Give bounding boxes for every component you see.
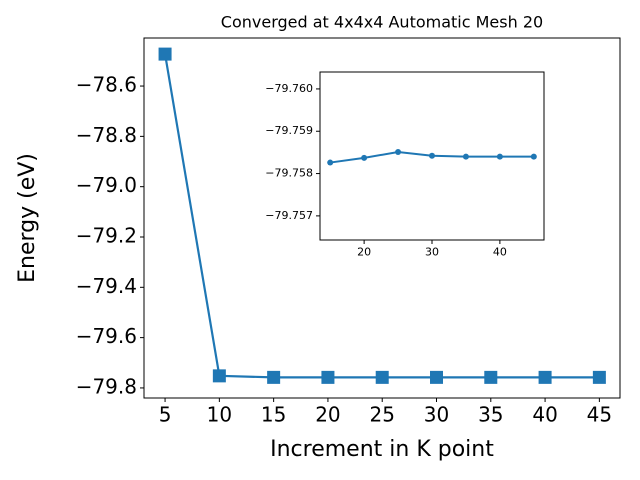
x-tick-label: 30 bbox=[424, 403, 449, 427]
marker bbox=[592, 370, 606, 384]
y-tick-label: −79.757 bbox=[265, 209, 313, 222]
y-axis-label: Energy (eV) bbox=[15, 153, 40, 283]
marker bbox=[496, 153, 503, 160]
marker bbox=[538, 370, 552, 384]
marker bbox=[267, 370, 281, 384]
marker bbox=[361, 154, 368, 161]
y-tick-label: −79.760 bbox=[265, 82, 313, 95]
y-tick-label: −79.758 bbox=[265, 167, 313, 180]
marker bbox=[158, 47, 172, 61]
y-tick-label: −79.2 bbox=[76, 223, 137, 247]
y-tick-label: −78.8 bbox=[76, 123, 137, 147]
marker bbox=[375, 370, 389, 384]
marker bbox=[321, 370, 335, 384]
marker bbox=[462, 153, 469, 160]
y-tick-label: −79.759 bbox=[265, 124, 313, 137]
y-tick-label: −78.6 bbox=[76, 73, 137, 97]
x-tick-label: 35 bbox=[478, 403, 503, 427]
x-tick-label: 45 bbox=[587, 403, 612, 427]
marker bbox=[327, 159, 334, 166]
x-tick-label: 20 bbox=[357, 246, 371, 259]
x-tick-label: 40 bbox=[493, 246, 507, 259]
x-axis-label: Increment in K point bbox=[270, 437, 494, 462]
x-tick-label: 25 bbox=[369, 403, 394, 427]
marker bbox=[395, 148, 402, 155]
y-tick-label: −79.4 bbox=[76, 274, 137, 298]
x-tick-label: 15 bbox=[261, 403, 286, 427]
marker bbox=[484, 370, 498, 384]
y-tick-label: −79.8 bbox=[76, 374, 137, 398]
marker bbox=[212, 369, 226, 383]
marker bbox=[429, 152, 435, 159]
y-tick-label: −79.0 bbox=[76, 173, 137, 197]
y-tick-label: −79.6 bbox=[76, 324, 137, 348]
marker bbox=[530, 153, 537, 160]
x-tick-label: 30 bbox=[425, 246, 439, 259]
marker bbox=[430, 370, 444, 384]
chart-title: Converged at 4x4x4 Automatic Mesh 20 bbox=[221, 13, 543, 32]
x-tick-label: 5 bbox=[159, 403, 172, 427]
x-tick-label: 20 bbox=[315, 403, 340, 427]
x-tick-label: 40 bbox=[532, 403, 557, 427]
x-tick-label: 10 bbox=[207, 403, 232, 427]
